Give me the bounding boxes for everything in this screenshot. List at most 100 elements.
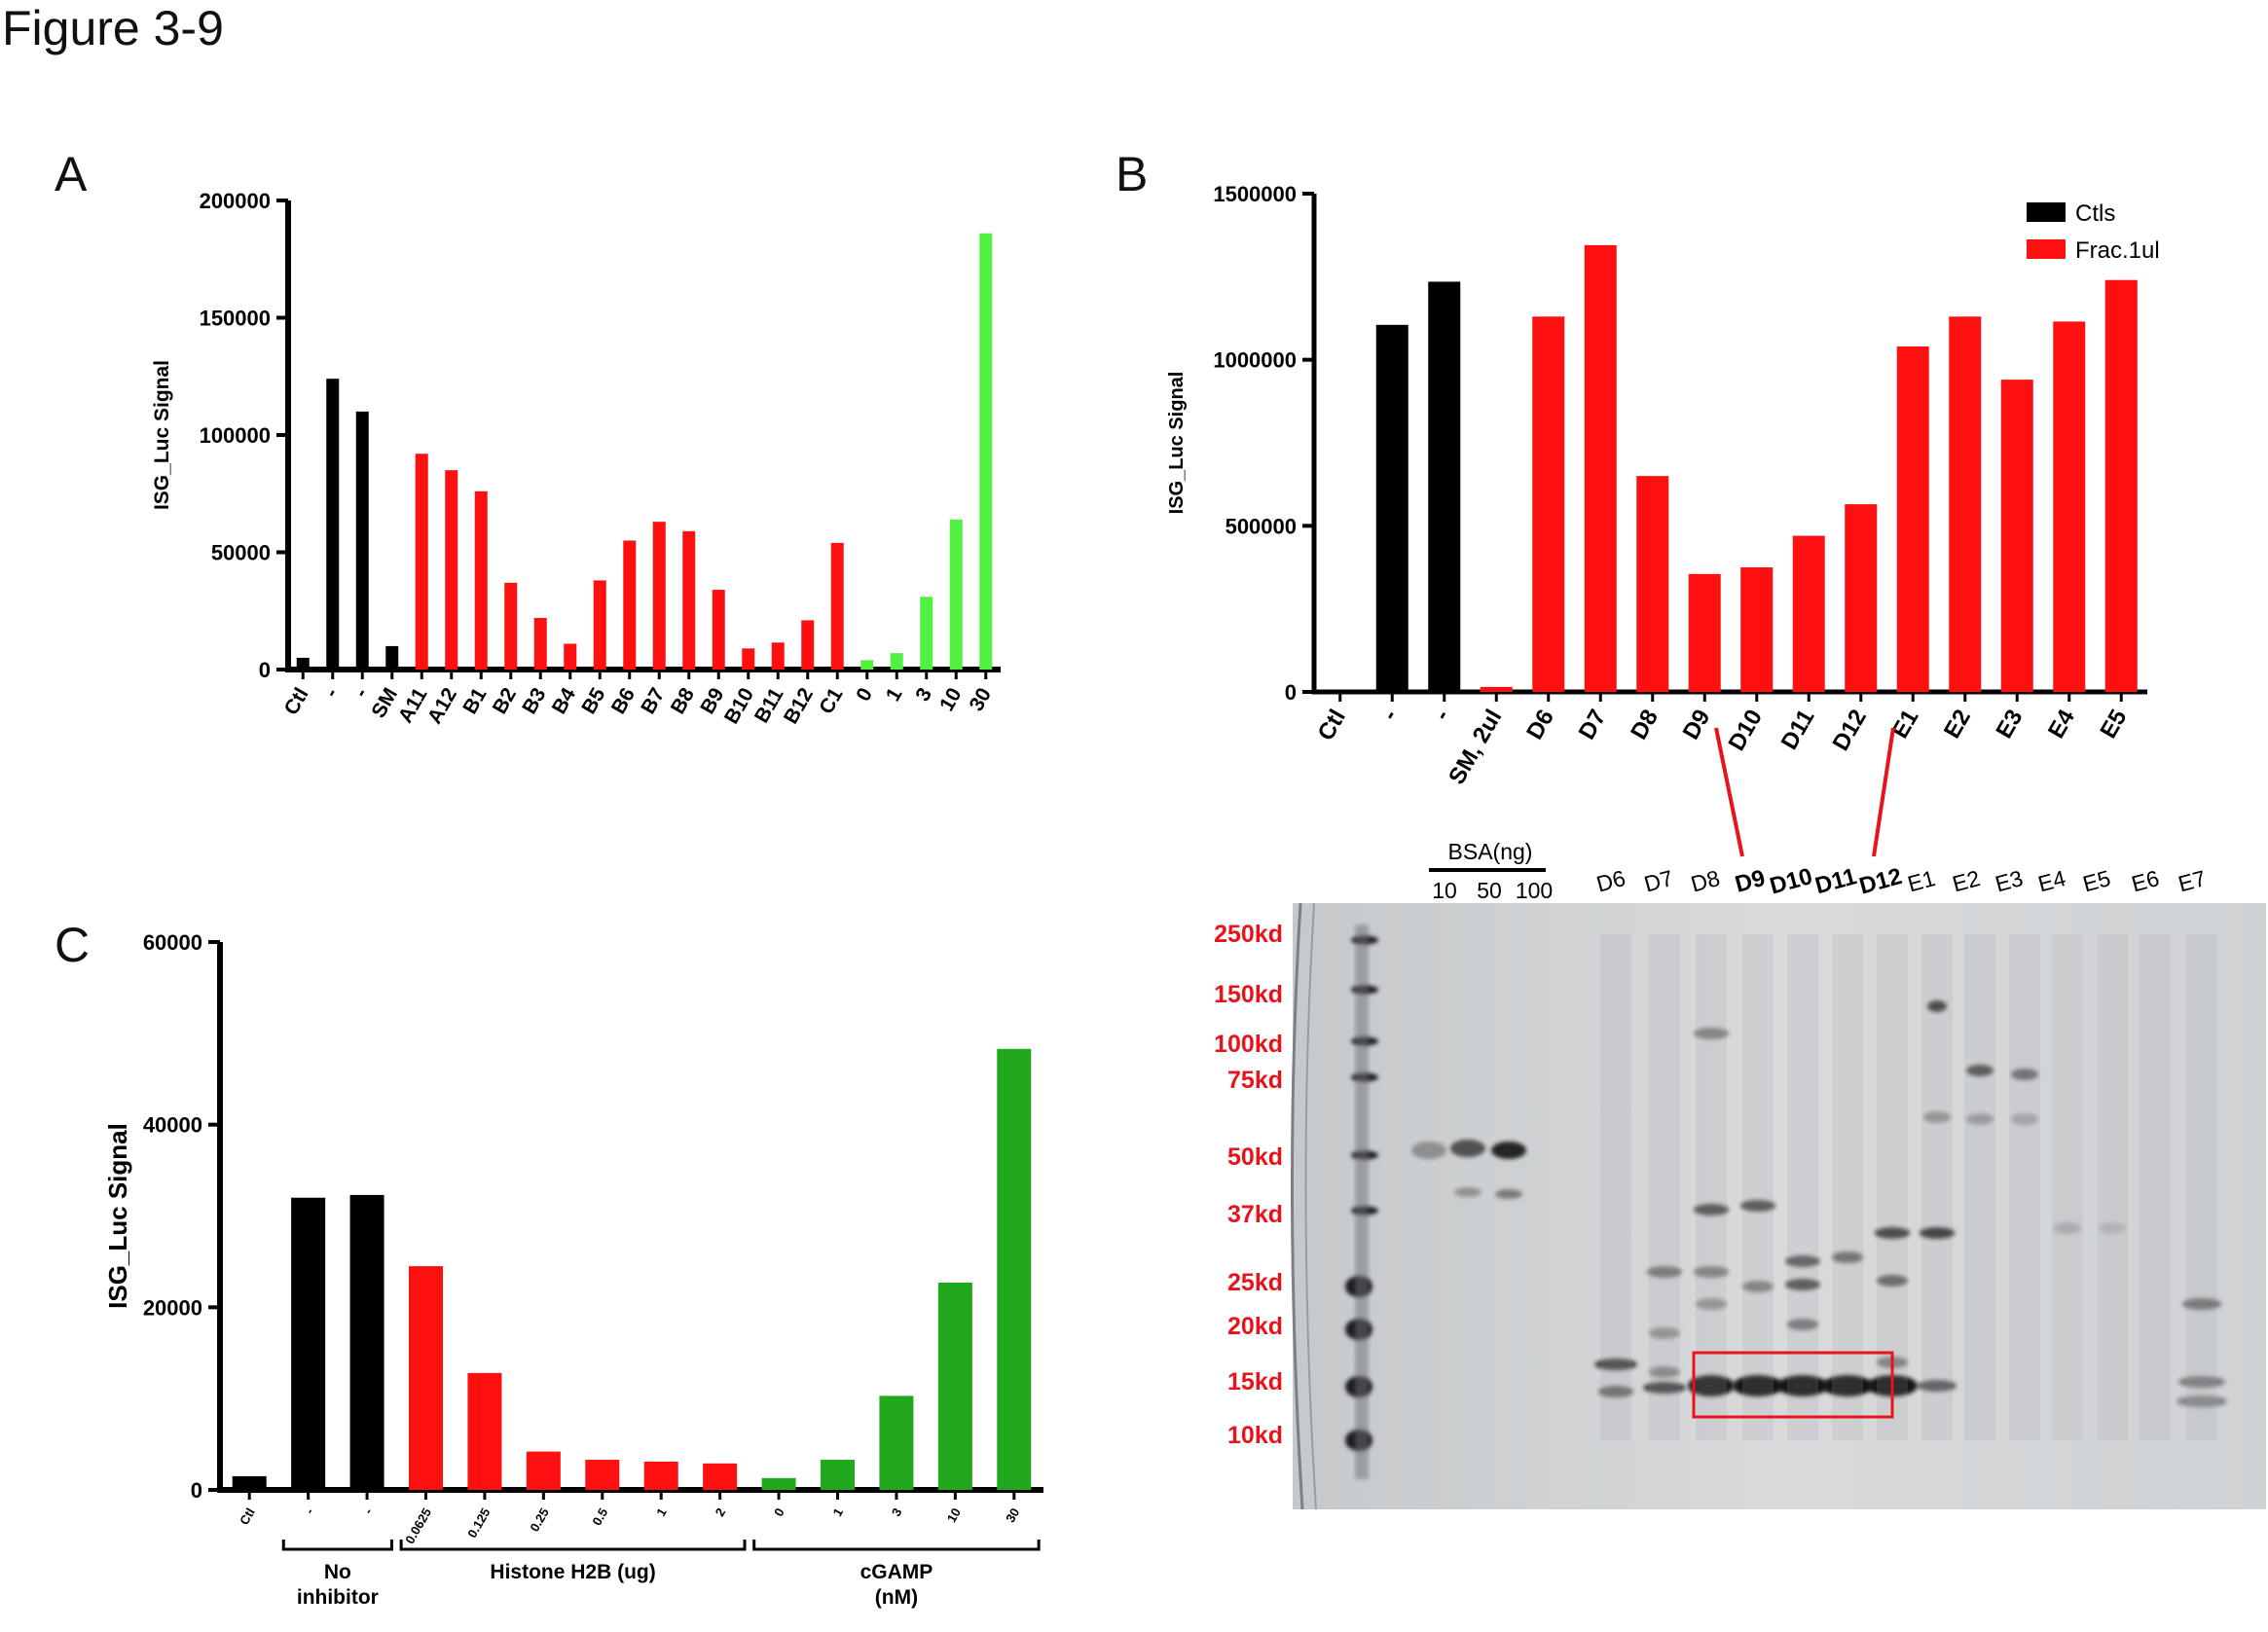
chart-b-bar [1792, 535, 1825, 692]
gel-band [1875, 1227, 1910, 1239]
gel-lane-label: E2 [1950, 865, 1983, 896]
gel-background [1293, 903, 2266, 1509]
chart-b-bar [1428, 281, 1461, 692]
gel-marker-label: 25kd [1227, 1269, 1283, 1296]
gel-marker-label: 100kd [1214, 1031, 1283, 1058]
chart-c-bar [997, 1048, 1032, 1490]
gel-band [1594, 1359, 1637, 1370]
gel-band [1696, 1298, 1727, 1310]
chart-c-bar [409, 1266, 443, 1490]
chart-a-bar [949, 519, 963, 670]
chart-a-category-label: B4 [548, 684, 581, 718]
gel-band [1598, 1386, 1633, 1397]
chart-c-category-label: 0.5 [589, 1505, 610, 1528]
gel-lane-label: E1 [1905, 865, 1938, 896]
gel-band [1740, 1200, 1775, 1212]
bsa-band [1454, 1187, 1482, 1197]
gel-band [1643, 1382, 1686, 1394]
gel-band [1966, 1065, 1994, 1076]
chart-a-bar [920, 597, 933, 670]
gel-edge [1290, 902, 1304, 1510]
chart-a-bar [355, 411, 369, 670]
chart-c-bar [879, 1396, 914, 1490]
chart-b-y-tick-label: 1000000 [1213, 348, 1297, 373]
gel-lane-smear [1921, 934, 1953, 1440]
gel-band [1920, 1227, 1955, 1239]
chart-a-y-tick-label: 50000 [211, 541, 271, 565]
chart-b-bar [1845, 504, 1878, 692]
chart-c-category-label: 0.25 [527, 1505, 552, 1534]
chart-a-bar [385, 645, 399, 670]
chart-b-legend-label: Ctls [2075, 200, 2115, 227]
chart-a-category-label: Ctl [280, 684, 313, 719]
gel-band [1694, 1028, 1729, 1039]
chart-b-category-label: D11 [1776, 706, 1820, 754]
chart-b-category-label: D8 [1626, 706, 1664, 744]
chart-a-category-label: B2 [489, 684, 521, 718]
chart-b-category-label: D10 [1724, 706, 1768, 756]
bsa-label: BSA(ng) [1448, 839, 1533, 864]
gel-marker-label: 20kd [1227, 1313, 1283, 1340]
chart-b-bar [2053, 321, 2086, 692]
chart-a-bar [474, 490, 488, 670]
gel-lane-smear [1742, 934, 1774, 1440]
chart-c-category-label: Ctl [237, 1505, 258, 1528]
chart-a-y-axis-title: ISG_Luc Signal [151, 360, 173, 510]
gel-band [2054, 1222, 2081, 1234]
chart-c-y-tick-label: 60000 [143, 930, 202, 955]
chart-a-bar [771, 642, 785, 670]
chart-b-bar [2000, 380, 2033, 692]
chart-c-group-label: cGAMP [860, 1561, 933, 1583]
gel-band [1787, 1319, 1818, 1330]
chart-a-category-label: C1 [815, 684, 848, 718]
chart-a-category-label: - [320, 684, 343, 702]
gel-band [1927, 1000, 1947, 1012]
chart-c-group-bracket [399, 1540, 747, 1551]
chart-a-category-label: B6 [607, 684, 640, 718]
chart-a-category-label: B7 [637, 684, 669, 718]
chart-a-category-label: B11 [750, 684, 788, 727]
gel-marker-label: 37kd [1227, 1201, 1283, 1228]
gel-band [2182, 1298, 2221, 1310]
chart-b-legend-label: Frac.1ul [2075, 237, 2160, 264]
chart-a-category-label: 3 [911, 684, 936, 706]
chart-a-y-tick-label: 200000 [200, 189, 271, 213]
bsa-amount-label: 100 [1516, 878, 1553, 903]
chart-c-y-axis-title: ISG_Luc Signal [103, 1123, 132, 1309]
chart-b-category-label: D6 [1521, 706, 1559, 744]
gel-band [1649, 1327, 1680, 1339]
gel-lane-smear [1787, 934, 1818, 1440]
gel-lane-label: D12 [1856, 863, 1905, 899]
connector-line-d12 [1872, 727, 1895, 857]
chart-a-category-label: B1 [458, 684, 492, 718]
chart-a-category-label: B5 [577, 684, 610, 718]
gel-band [2177, 1396, 2227, 1407]
panel-label-c: C [55, 918, 91, 972]
chart-c-bar [291, 1197, 326, 1490]
chart-a-bar [682, 530, 696, 670]
chart-a-category-label: - [349, 684, 372, 702]
chart-a: 0 50000 100000 150000 200000 ISG_Luc Signal Ct… [151, 189, 1001, 728]
chart-c-bar [526, 1451, 561, 1490]
gel-band [1822, 1375, 1873, 1396]
gel-lane-smear [2097, 934, 2128, 1440]
gel-band [1694, 1266, 1729, 1278]
chart-b-category-label: D7 [1574, 706, 1612, 744]
chart-a-y-tick-label: 100000 [200, 423, 271, 448]
gel-edge [1304, 902, 1317, 1510]
chart-a-category-label: 1 [882, 684, 907, 706]
gel-band [1694, 1204, 1729, 1215]
chart-c-category-label: 10 [944, 1505, 964, 1525]
chart-c-y-tick-label: 40000 [143, 1113, 202, 1138]
chart-a-bar [533, 617, 547, 670]
gel-lane-label: D10 [1767, 863, 1815, 899]
chart-c-bar [585, 1460, 620, 1490]
chart-a-bar [979, 233, 993, 671]
chart-c-bar [232, 1475, 267, 1490]
chart-c-y-tick-label: 20000 [143, 1295, 202, 1320]
gel-marker-label: 10kd [1227, 1422, 1283, 1449]
chart-a-bar [445, 470, 458, 670]
gel-lane-smear [1964, 934, 1995, 1440]
chart-c-category-label: 0 [771, 1505, 787, 1519]
chart-c-category-label: 1 [653, 1505, 670, 1519]
